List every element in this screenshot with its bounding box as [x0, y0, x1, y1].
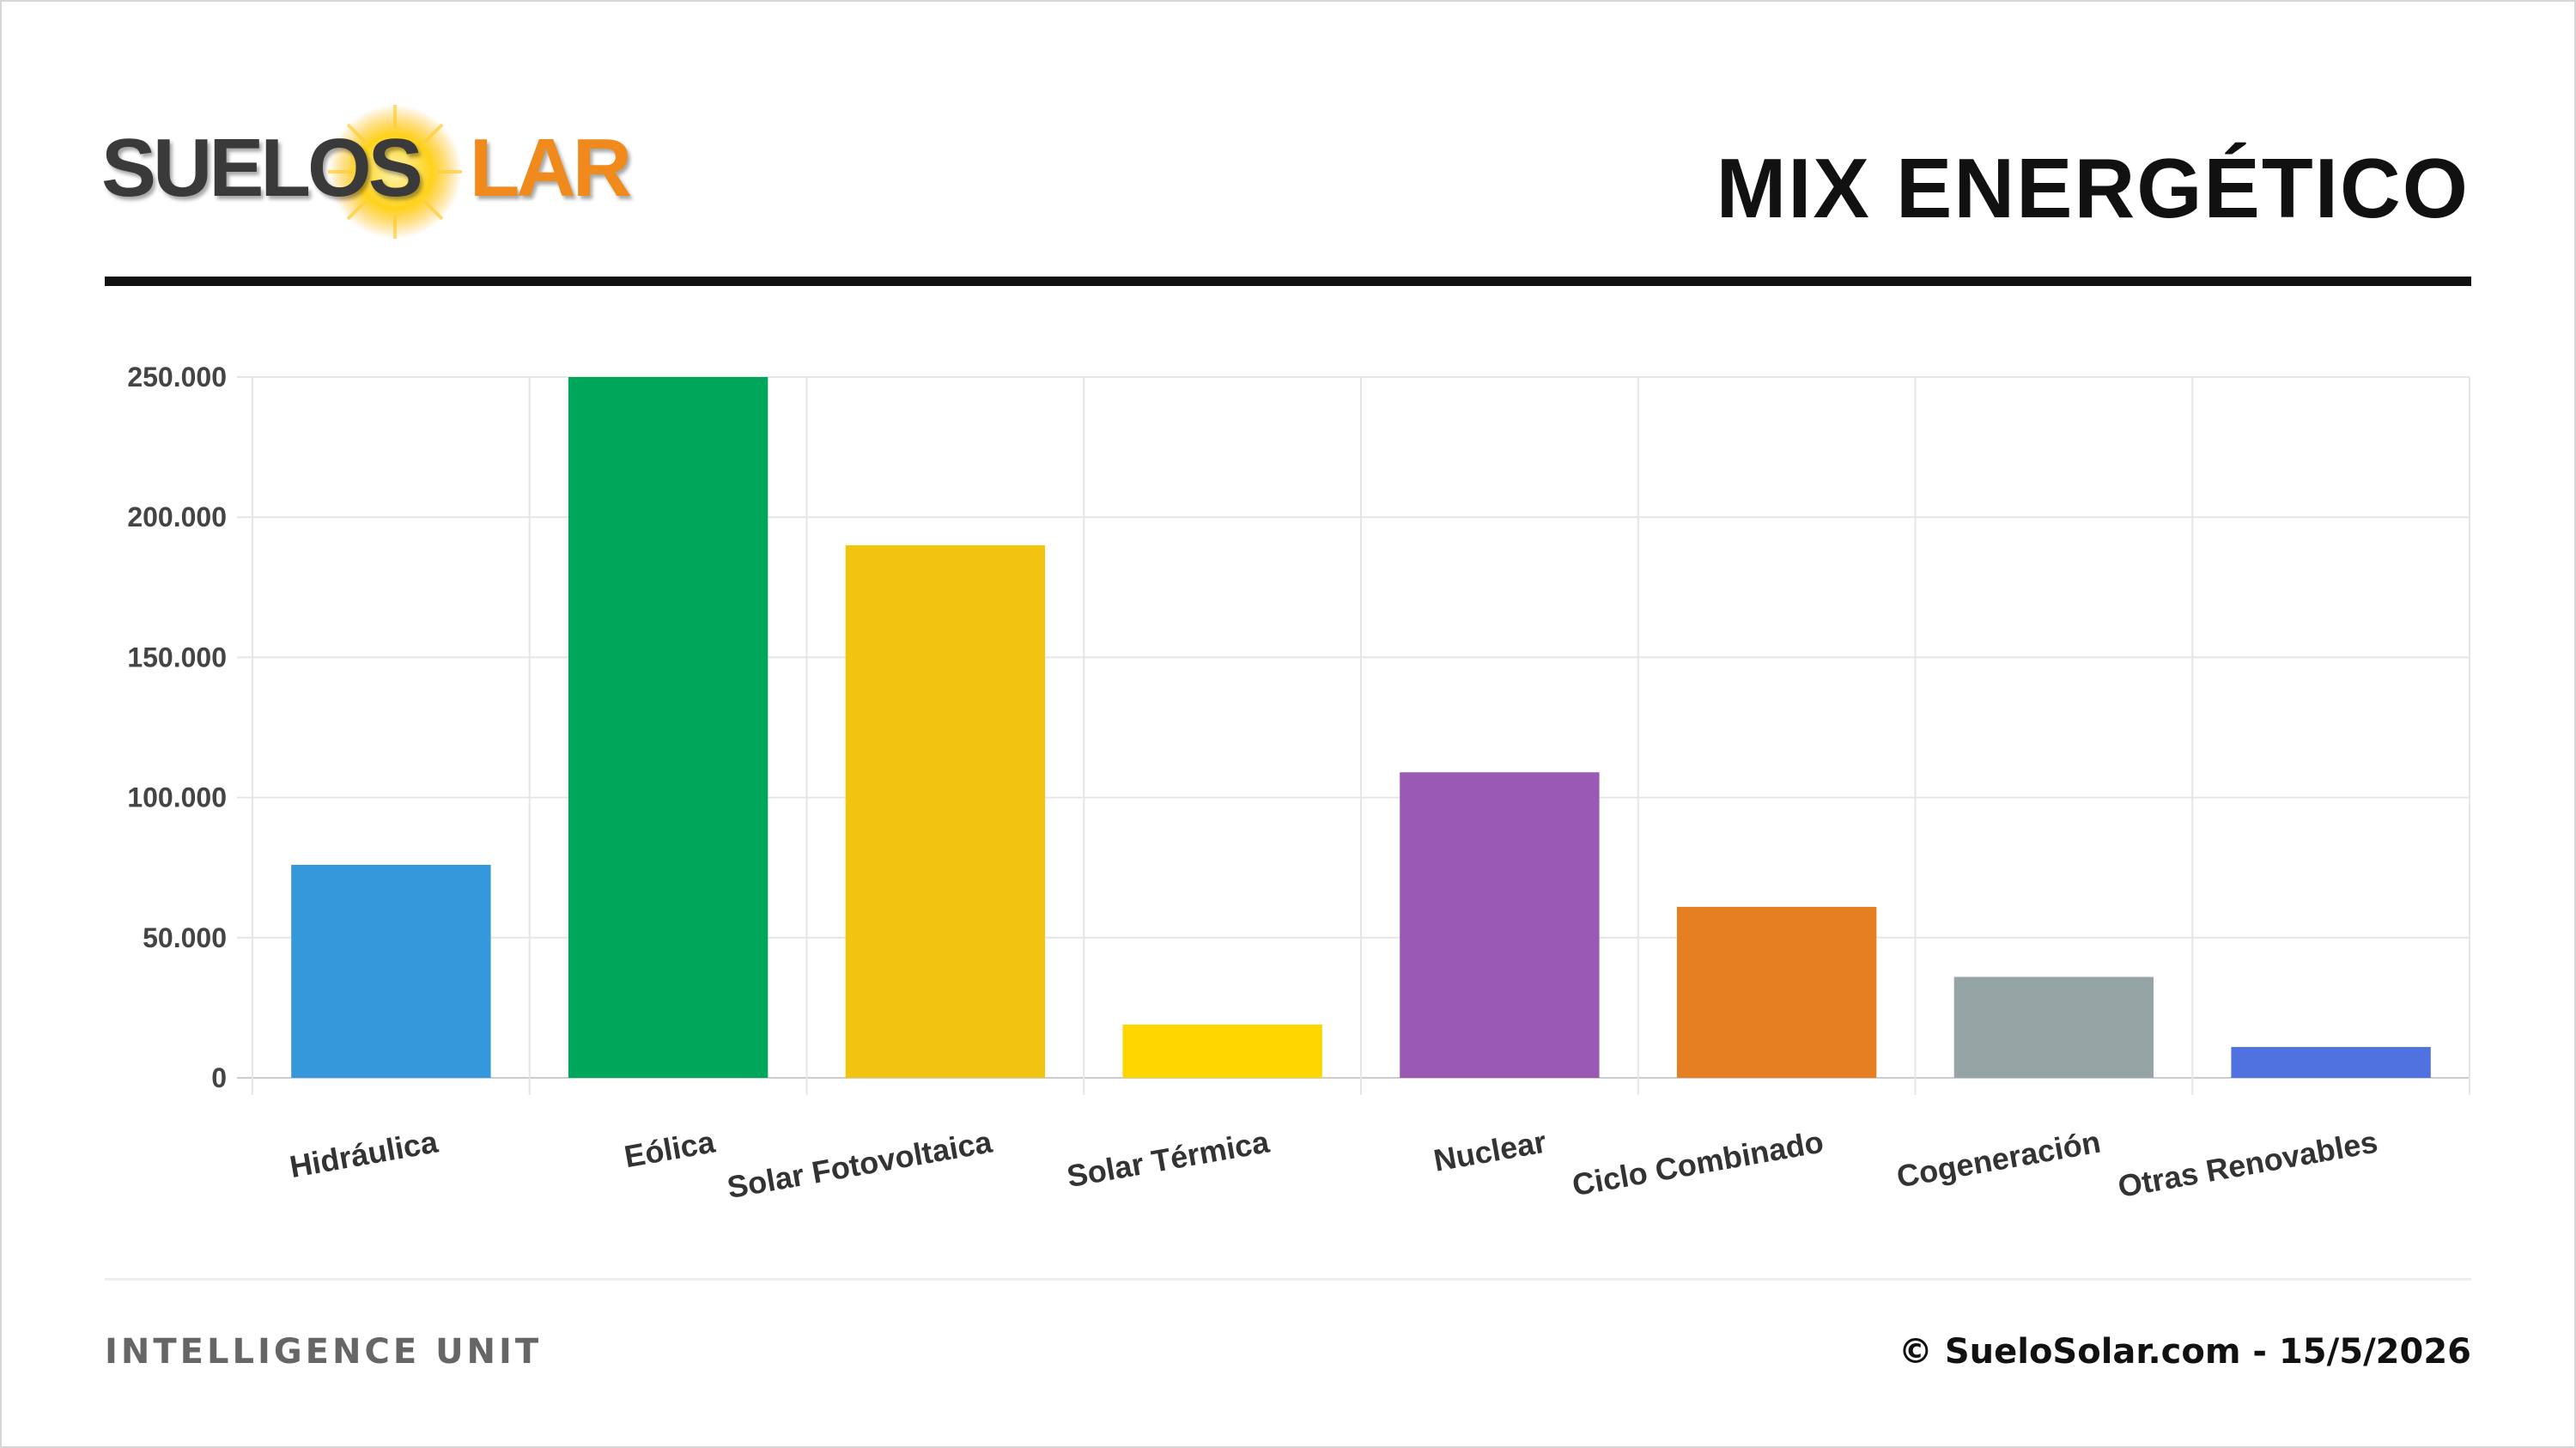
x-tick-label: Cogeneración: [1894, 1124, 2104, 1195]
header-divider: [105, 277, 2471, 286]
y-tick-label: 100.000: [127, 782, 227, 813]
footer-divider: [105, 1278, 2471, 1281]
x-tick-label: Nuclear: [1431, 1124, 1549, 1178]
sun-icon: [328, 105, 462, 239]
bar: [568, 377, 769, 1078]
suelosolar-logo: SUELOS LAR: [101, 103, 632, 240]
bar: [1122, 1024, 1322, 1078]
x-tick-label: Eólica: [622, 1123, 719, 1174]
x-tick-label: Otras Renovables: [2115, 1124, 2380, 1205]
x-tick-label: Solar Fotovoltaica: [725, 1123, 995, 1205]
y-tick-label: 250.000: [127, 362, 227, 392]
bar: [1676, 906, 1877, 1078]
x-tick-label: Hidráulica: [287, 1123, 440, 1184]
x-tick-label: Solar Térmica: [1064, 1123, 1273, 1194]
logo-wordmark: SUELOS LAR: [101, 127, 632, 210]
footer-intelligence-unit: INTELLIGENCE UNIT: [105, 1332, 543, 1372]
y-tick-label: 50.000: [143, 922, 227, 953]
page-title: MIX ENERGÉTICO: [1716, 141, 2470, 235]
bar: [2231, 1047, 2431, 1078]
bar: [1953, 976, 2154, 1078]
bar: [1400, 772, 1600, 1078]
bar: [845, 545, 1046, 1078]
y-tick-label: 200.000: [127, 502, 227, 532]
y-tick-label: 150.000: [127, 642, 227, 672]
logo-text-part1: SUELOS: [101, 122, 423, 214]
x-tick-label: Ciclo Combinado: [1570, 1124, 1826, 1203]
logo-text-part2: LAR: [469, 122, 632, 214]
footer-copyright: © SueloSolar.com - 15/5/2026: [1898, 1332, 2471, 1372]
bar: [291, 864, 491, 1078]
y-tick-label: 0: [211, 1062, 227, 1093]
